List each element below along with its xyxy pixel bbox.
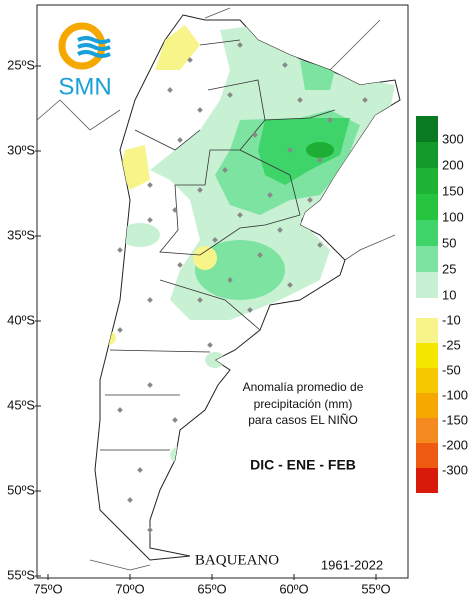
station — [212, 237, 218, 243]
field-neg10c — [193, 246, 217, 270]
stations — [117, 42, 368, 533]
longitude-label: 70ºO — [115, 581, 144, 596]
station — [307, 197, 313, 203]
field-10c — [205, 352, 225, 368]
station — [197, 297, 203, 303]
legend-swatch — [416, 116, 438, 142]
legend-label: -10 — [442, 312, 461, 327]
legend-label: 25 — [442, 261, 456, 276]
station — [147, 527, 153, 533]
station — [227, 277, 233, 283]
station — [227, 92, 233, 98]
annotation-line: precipitación (mm) — [254, 397, 353, 411]
field-10b — [120, 223, 160, 247]
legend-label: -25 — [442, 337, 461, 352]
latitude-label: 50ºS — [7, 482, 35, 497]
legend-label: 300 — [442, 131, 464, 146]
station — [117, 247, 123, 253]
legend-swatch — [416, 393, 438, 418]
logo-ring — [58, 22, 106, 70]
logo-text: SMN — [58, 73, 111, 100]
station — [267, 192, 273, 198]
latitude-label: 45ºS — [7, 397, 35, 412]
legend-swatch — [416, 246, 438, 272]
longitude-label: 60ºO — [279, 581, 308, 596]
station — [362, 97, 368, 103]
neighbour-borders — [36, 7, 396, 571]
period: DIC - ENE - FEB — [250, 457, 356, 473]
station — [247, 307, 253, 313]
field-50 — [258, 118, 350, 185]
station — [327, 117, 333, 123]
station — [172, 207, 178, 213]
station — [147, 182, 153, 188]
latitude-label: 40ºS — [7, 312, 35, 327]
legend-label: -150 — [442, 412, 468, 427]
station — [177, 137, 183, 143]
legend-label: 50 — [442, 235, 456, 250]
station — [317, 242, 323, 248]
station — [177, 262, 183, 268]
annotation-line: para casos EL NIÑO — [248, 413, 358, 427]
field-neg10b — [120, 145, 150, 190]
station — [137, 467, 143, 473]
legend-swatch — [416, 142, 438, 168]
station — [172, 417, 178, 423]
legend-swatch — [416, 220, 438, 246]
legend-swatch — [416, 443, 438, 468]
legend-label: -300 — [442, 462, 468, 477]
station — [197, 107, 203, 113]
legend-swatch — [416, 418, 438, 443]
legend-swatch — [416, 368, 438, 393]
latitude-label: 35ºS — [7, 227, 35, 242]
station — [147, 217, 153, 223]
station — [257, 252, 263, 258]
legend-swatch — [416, 168, 438, 194]
station — [117, 327, 123, 333]
legend-label: 10 — [442, 287, 456, 302]
station — [277, 227, 283, 233]
credit: BAQUEANO — [195, 552, 279, 568]
legend-swatch — [416, 272, 438, 298]
legend-swatch — [416, 343, 438, 368]
latitude-label: 55ºS — [7, 567, 35, 582]
field-100 — [306, 142, 334, 158]
legend-label: -200 — [442, 437, 468, 452]
legend-label: -100 — [442, 387, 468, 402]
legend-swatch — [416, 318, 438, 343]
latitude-label: 30ºS — [7, 142, 35, 157]
station — [317, 157, 323, 163]
latitude-label: 25ºS — [7, 57, 35, 72]
station — [127, 497, 133, 503]
province-borders — [100, 39, 336, 451]
years: 1961-2022 — [321, 557, 383, 572]
station — [287, 282, 293, 288]
station — [147, 297, 153, 303]
station — [237, 212, 243, 218]
annotation-line: Anomalía promedio de — [243, 380, 364, 394]
legend-label: 200 — [442, 157, 464, 172]
legend-label: -50 — [442, 362, 461, 377]
station — [117, 407, 123, 413]
station — [222, 167, 228, 173]
longitude-label: 55ºO — [361, 581, 390, 596]
station — [287, 147, 293, 153]
station — [197, 187, 203, 193]
legend-label: 150 — [442, 183, 464, 198]
legend-swatch — [416, 468, 438, 493]
station — [147, 382, 153, 388]
station — [167, 87, 173, 93]
longitude-label: 75ºO — [33, 581, 62, 596]
station — [252, 132, 258, 138]
logo-waves — [77, 36, 111, 58]
legend-swatch — [416, 194, 438, 220]
station — [207, 342, 213, 348]
legend-label: 100 — [442, 209, 464, 224]
station — [297, 97, 303, 103]
longitude-label: 65ºO — [197, 581, 226, 596]
